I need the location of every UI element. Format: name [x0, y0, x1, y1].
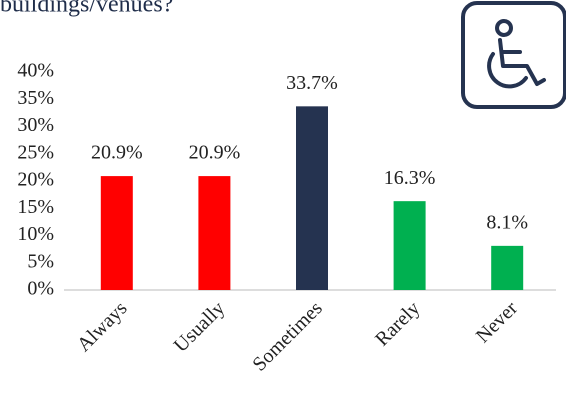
- chart-title: buildings/venues?: [0, 0, 173, 18]
- value-label: 20.9%: [91, 142, 143, 164]
- bar: [100, 176, 133, 290]
- value-label: 16.3%: [384, 167, 436, 189]
- x-tick-label: Sometimes: [248, 297, 327, 376]
- x-tick-label: Usually: [170, 297, 230, 357]
- bar: [393, 201, 426, 290]
- bar: [491, 245, 524, 290]
- y-tick-label: 35%: [17, 87, 54, 109]
- y-tick-label: 15%: [17, 196, 54, 218]
- bar: [296, 106, 328, 291]
- y-tick-label: 0%: [27, 278, 54, 300]
- y-tick-label: 10%: [17, 223, 54, 245]
- value-label: 8.1%: [486, 211, 528, 233]
- y-tick-label: 40%: [17, 60, 54, 82]
- value-label: 33.7%: [286, 72, 338, 94]
- y-tick-label: 5%: [27, 250, 54, 272]
- y-tick-label: 30%: [17, 114, 54, 136]
- x-tick-label: Rarely: [371, 297, 424, 350]
- x-tick-label: Always: [73, 297, 132, 356]
- y-tick-label: 20%: [17, 169, 54, 191]
- value-label: 20.9%: [189, 142, 241, 164]
- y-tick-label: 25%: [17, 141, 54, 163]
- bar: [198, 176, 231, 290]
- x-tick-label: Never: [472, 297, 522, 347]
- wheelchair-icon: [461, 1, 566, 109]
